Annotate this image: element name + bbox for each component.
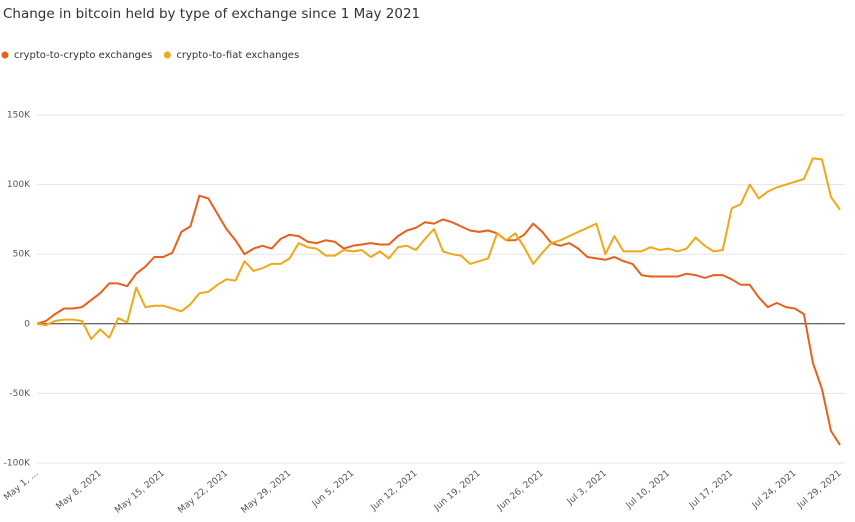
legend-marker (1, 51, 9, 59)
x-tick-label: Jun 26, 2021 (495, 469, 546, 514)
y-tick-label: -100K (4, 459, 31, 469)
x-tick-label: Jun 5, 2021 (310, 469, 356, 510)
chart-title: Change in bitcoin held by type of exchan… (3, 6, 420, 22)
x-tick-label: May 22, 2021 (176, 469, 230, 516)
series-line (36, 194, 841, 446)
legend-label: crypto-to-crypto exchanges (14, 50, 152, 61)
x-tick-label: Jun 12, 2021 (369, 469, 420, 514)
x-tick-label: May 1, ... (2, 469, 40, 503)
x-tick-label: Jul 3, 2021 (565, 469, 609, 508)
x-tick-label: May 15, 2021 (113, 469, 167, 516)
y-tick-label: 150K (7, 111, 31, 121)
legend-marker (163, 51, 171, 59)
x-tick-label: Jun 19, 2021 (432, 469, 483, 514)
x-tick-label: Jul 24, 2021 (750, 469, 798, 512)
x-tick-label: May 8, 2021 (54, 469, 103, 513)
series-line (36, 157, 841, 341)
x-tick-label: Jul 29, 2021 (795, 469, 843, 512)
y-tick-label: -50K (9, 389, 31, 399)
y-tick-label: 100K (7, 180, 31, 190)
x-tick-label: Jul 10, 2021 (624, 469, 672, 512)
legend-label: crypto-to-fiat exchanges (176, 50, 299, 61)
x-tick-label: Jul 17, 2021 (687, 469, 735, 512)
y-tick-label: 0 (24, 319, 30, 329)
x-tick-label: May 29, 2021 (240, 469, 294, 516)
y-tick-label: 50K (13, 250, 31, 260)
